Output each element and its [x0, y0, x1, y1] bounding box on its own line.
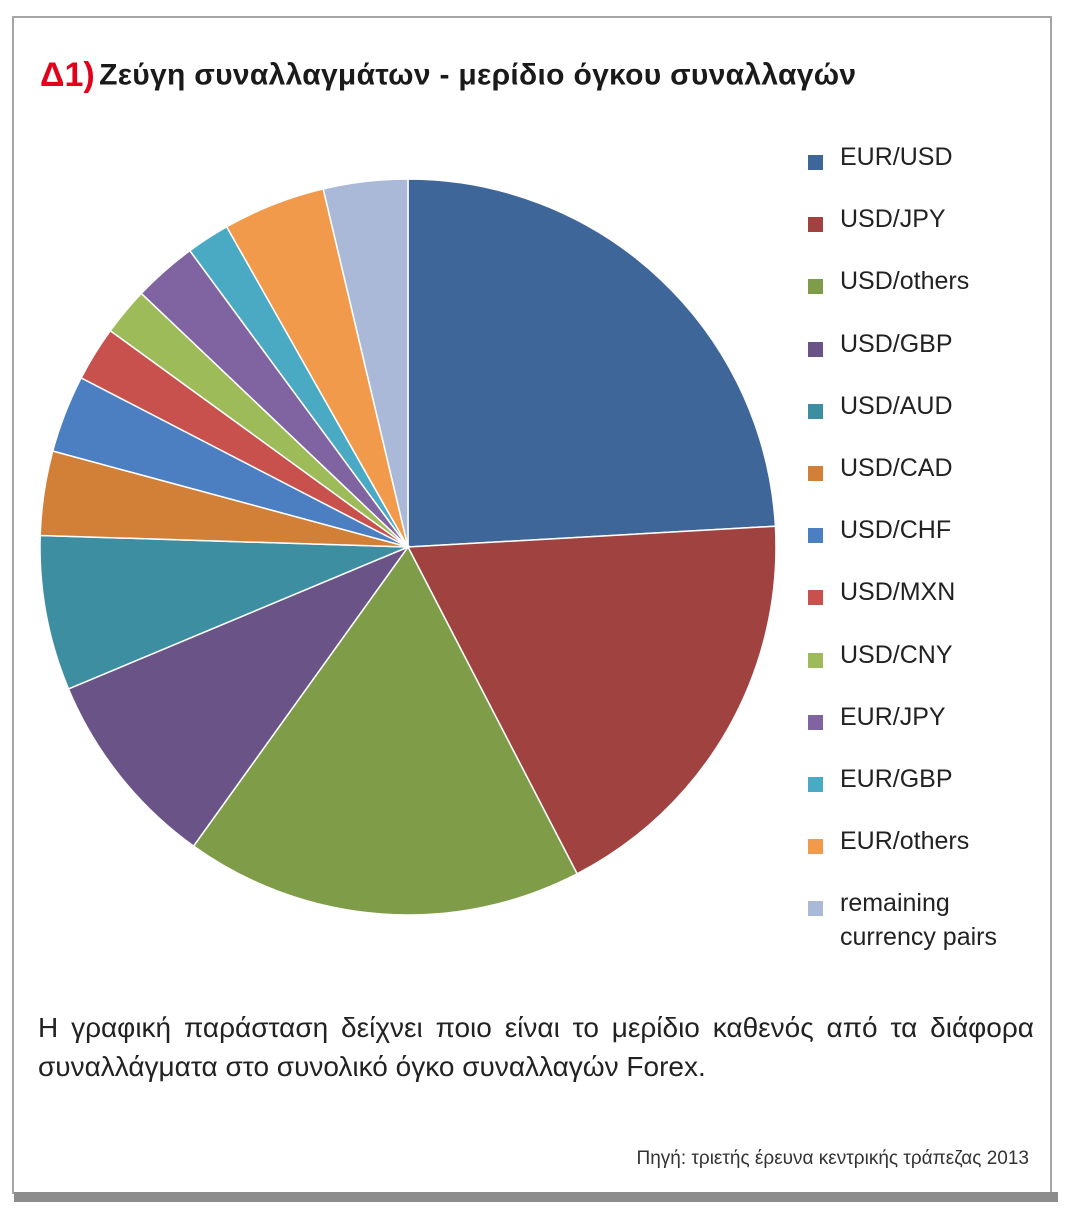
legend-item-eur-usd: EUR/USD: [808, 140, 953, 180]
legend-item-usd-mxn: USD/MXN: [808, 575, 955, 615]
legend-swatch: [808, 466, 823, 481]
legend-label: USD/JPY: [840, 205, 946, 234]
legend-item-usd-jpy: USD/JPY: [808, 202, 946, 242]
legend-swatch: [808, 528, 823, 544]
legend-item-eur-others: EUR/others: [808, 824, 969, 864]
legend-swatch: [808, 341, 823, 357]
legend-swatch: [808, 777, 823, 792]
pie-slice-remaining-currency-pairs: [322, 178, 409, 548]
legend-label: EUR/USD: [840, 143, 953, 171]
pie-chart: [39, 178, 777, 916]
pie-slice-eur-usd: [407, 178, 777, 548]
legend-swatch: [808, 279, 823, 295]
legend-label: USD/AUD: [840, 391, 953, 420]
legend-swatch: [808, 155, 823, 170]
pie-slice-usd-jpy: [406, 525, 777, 875]
source-note: Πηγή: τριετής έρευνα κεντρικής τράπεζας …: [636, 1148, 1029, 1169]
legend-label: remaining currency pairs: [840, 889, 997, 952]
legend-item-usd-cny: USD/CNY: [808, 638, 953, 678]
legend-label: EUR/others: [840, 827, 970, 856]
legend-item-usd-cad: USD/CAD: [808, 451, 953, 491]
legend-item-eur-gbp: EUR/GBP: [808, 762, 953, 802]
pie-slice-usd-aud: [39, 534, 409, 690]
frame-shadow: [14, 1192, 1058, 1202]
legend-item-remaining-currency-pairs: remaining currency pairs: [808, 886, 997, 951]
legend-label: USD/CAD: [840, 454, 953, 482]
legend-label: USD/others: [840, 267, 970, 296]
legend-label: USD/MXN: [840, 578, 956, 607]
legend-item-usd-aud: USD/AUD: [808, 389, 953, 429]
legend-swatch: [808, 839, 823, 855]
legend-swatch: [808, 590, 823, 606]
legend-swatch: [808, 901, 823, 917]
legend-item-eur-jpy: EUR/JPY: [808, 700, 946, 740]
legend-swatch: [808, 714, 823, 730]
legend-label: USD/GBP: [840, 329, 953, 358]
pie-slice-usd-others: [192, 545, 579, 916]
title-prefix: Δ1): [40, 56, 95, 94]
legend-item-usd-gbp: USD/GBP: [808, 327, 953, 367]
legend-label: EUR/GBP: [840, 765, 953, 793]
legend-label: USD/CNY: [840, 640, 953, 669]
legend-label: USD/CHF: [840, 516, 952, 545]
legend-item-usd-chf: USD/CHF: [808, 513, 951, 553]
legend-label: EUR/JPY: [840, 702, 946, 731]
legend-item-usd-others: USD/others: [808, 264, 969, 304]
legend-swatch: [808, 217, 823, 233]
legend-swatch: [808, 652, 823, 668]
title-text: Ζεύγη συναλλαγμάτων - μερίδιο όγκου συνα…: [99, 58, 857, 92]
pie-slice-usd-gbp: [67, 545, 411, 848]
chart-title: Δ1) Ζεύγη συναλλαγμάτων - μερίδιο όγκου …: [40, 56, 856, 95]
chart-description: Η γραφική παράσταση δείχνει ποιο είναι τ…: [38, 1012, 1034, 1082]
legend-swatch: [808, 403, 823, 419]
